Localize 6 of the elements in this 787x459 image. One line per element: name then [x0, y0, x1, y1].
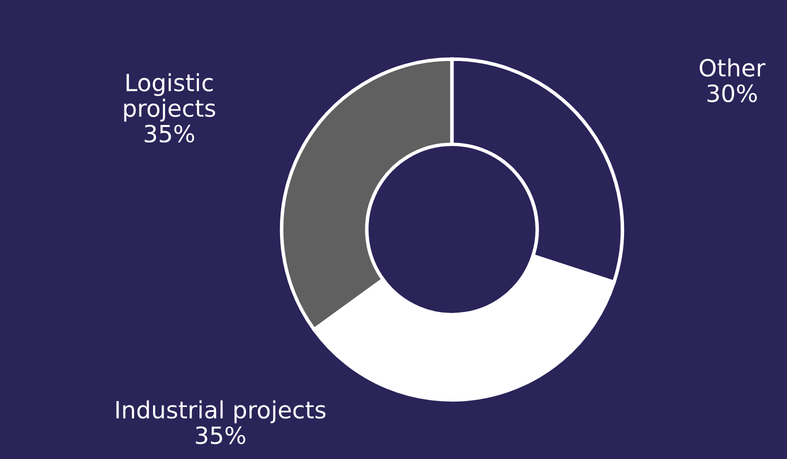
slice-label: Other: [700, 58, 766, 77]
data-label: 35%: [144, 124, 194, 143]
slice-label: Industrial projects: [116, 400, 326, 424]
slice-label: Logistic projects: [124, 73, 216, 122]
data-label: 30%: [707, 84, 757, 102]
data-label: 35%: [196, 426, 246, 444]
